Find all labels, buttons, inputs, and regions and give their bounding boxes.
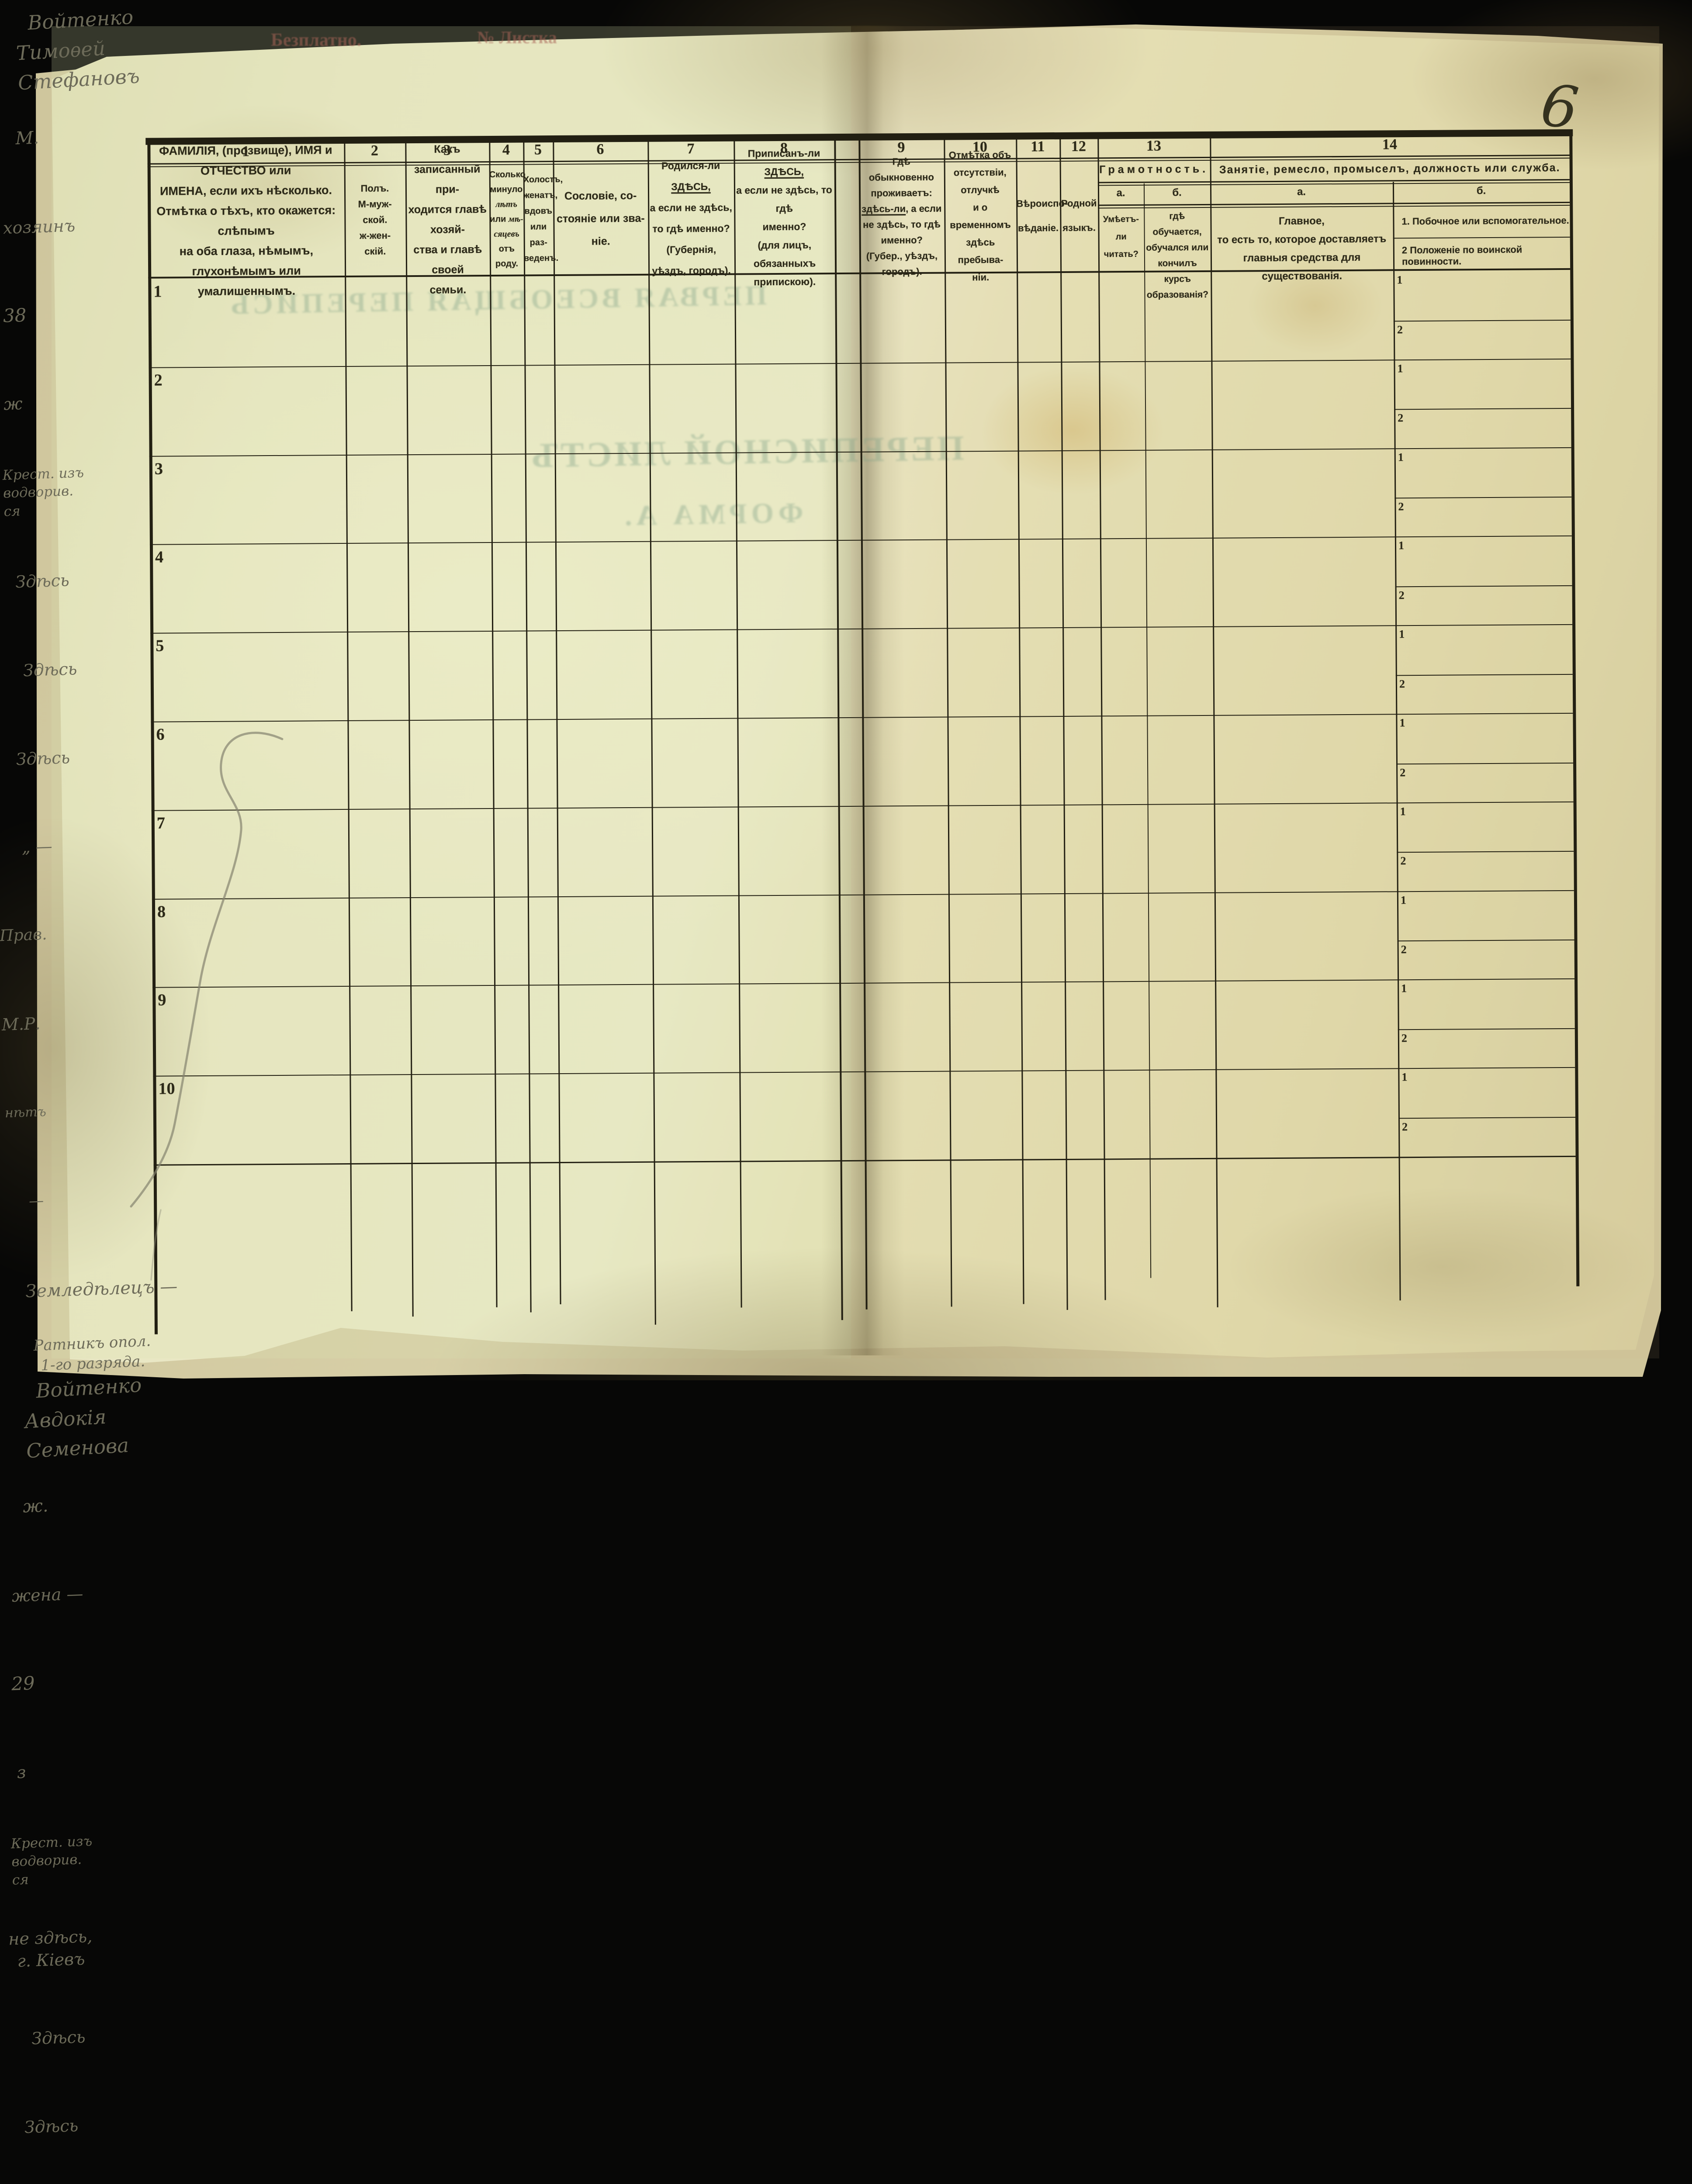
- cell-c2: ж.: [22, 1496, 49, 1517]
- cell-c3: жена —: [11, 1584, 84, 1606]
- cell-c7: не здѣсь, г. Кіевъ: [8, 1927, 93, 1971]
- cell-c10: — „: [8, 2170, 83, 2184]
- cell-c6: Крест. изъ водворив. ся: [10, 1833, 93, 1888]
- cell-c5: з: [16, 1762, 27, 1782]
- paper-sheet: [52, 27, 1659, 1363]
- cell-c1: Войтенко Авдокія Семенова: [24, 1373, 142, 1463]
- cell-c4: 29: [11, 1672, 35, 1695]
- pencil-flourish: [130, 732, 284, 1281]
- cell-c9: Здѣсь: [24, 2115, 79, 2137]
- cell-c8: Здѣсь: [31, 2027, 86, 2049]
- census-scan-photo: { "page": { "number": "6" }, "bleedthrou…: [0, 0, 1692, 2137]
